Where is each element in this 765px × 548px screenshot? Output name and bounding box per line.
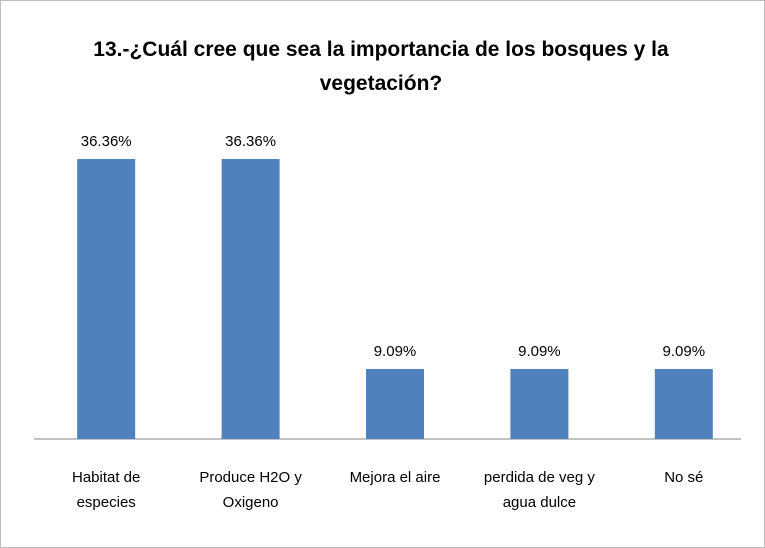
bar <box>221 159 280 439</box>
bar <box>510 369 569 439</box>
value-label: 9.09% <box>373 343 417 360</box>
value-label: 36.36% <box>225 133 277 151</box>
x-tick-label: No sé <box>664 469 704 486</box>
x-tick-label: perdida de veg y agua dulce <box>483 469 595 511</box>
bar <box>77 159 136 439</box>
value-label: 9.09% <box>662 343 706 360</box>
bar <box>366 369 424 439</box>
x-tick-label: Mejora el aire <box>349 469 441 486</box>
value-label: 36.36% <box>80 133 132 151</box>
chart-title: 13.-¿Cuál cree que sea la importancia de… <box>93 38 669 95</box>
x-tick-label: Habitat de especies <box>71 469 141 511</box>
value-label: 9.09% <box>518 343 561 360</box>
x-tick-label: Produce H2O y Oxigeno <box>199 469 302 511</box>
bar <box>654 369 713 439</box>
